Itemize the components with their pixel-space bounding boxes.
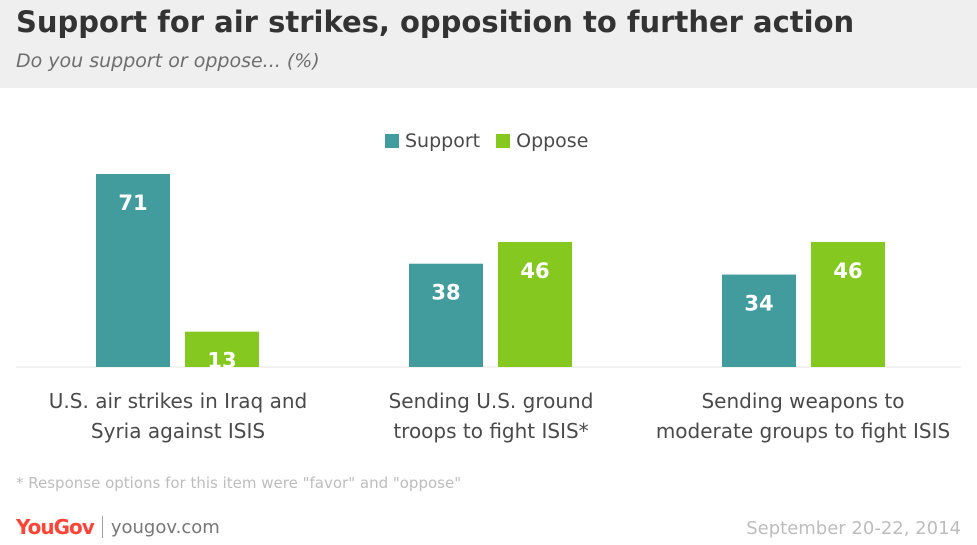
footnote: * Response options for this item were "f…	[16, 474, 462, 492]
bar-oppose-weapons	[811, 241, 885, 367]
legend-swatch-oppose	[496, 134, 511, 148]
chart-title: Support for air strikes, opposition to f…	[16, 5, 855, 39]
chart-subtitle: Do you support or oppose... (%)	[16, 50, 320, 72]
bar-oppose-air-strikes	[185, 331, 259, 367]
yougov-logo: YouGov	[16, 515, 95, 539]
bar-oppose-ground-troops	[498, 241, 572, 367]
legend: Support Oppose	[385, 128, 604, 154]
bar-support-ground-troops	[409, 263, 483, 367]
category-label-air-strikes: U.S. air strikes in Iraq and Syria again…	[48, 389, 308, 443]
category-label-ground-troops: Sending U.S. ground troops to fight ISIS…	[388, 389, 594, 443]
survey-date: September 20-22, 2014	[746, 518, 961, 539]
data-label-oppose-weapons: 46	[833, 259, 862, 283]
category-label-weapons: Sending weapons to moderate groups to fi…	[655, 389, 951, 443]
legend-item-support: Support	[385, 130, 480, 152]
site-url: yougov.com	[110, 516, 220, 538]
data-label-support-ground-troops: 38	[431, 281, 460, 305]
data-label-oppose-air-strikes: 13	[207, 349, 236, 373]
data-label-support-weapons: 34	[744, 292, 773, 316]
brand-divider	[101, 516, 103, 538]
legend-label-oppose: Oppose	[516, 130, 589, 152]
data-label-oppose-ground-troops: 46	[520, 259, 549, 283]
bars-group: 71 38 34 13 46 46	[96, 174, 885, 373]
legend-swatch-support	[385, 134, 399, 148]
legend-item-oppose: Oppose	[496, 130, 588, 152]
brand: YouGov yougov.com	[16, 512, 220, 542]
bar-support-air-strikes	[96, 174, 170, 367]
data-label-support-air-strikes: 71	[118, 191, 147, 215]
legend-label-support: Support	[405, 130, 481, 152]
bar-support-weapons	[722, 274, 796, 367]
header-band: Support for air strikes, opposition to f…	[0, 0, 977, 88]
